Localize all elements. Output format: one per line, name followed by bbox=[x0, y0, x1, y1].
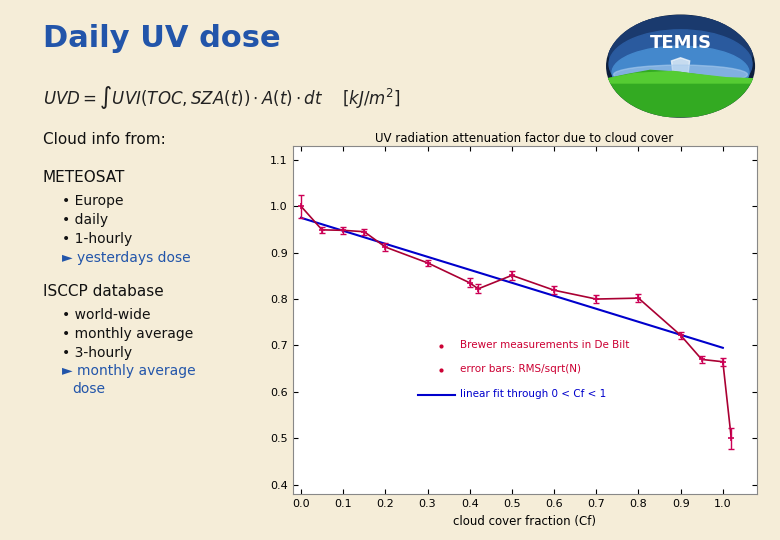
Text: Daily UV dose: Daily UV dose bbox=[43, 24, 281, 53]
X-axis label: cloud cover fraction (Cf): cloud cover fraction (Cf) bbox=[453, 515, 596, 528]
Text: TEMIS: TEMIS bbox=[650, 34, 711, 52]
Text: METEOSAT: METEOSAT bbox=[43, 170, 126, 185]
Title: UV radiation attenuation factor due to cloud cover: UV radiation attenuation factor due to c… bbox=[375, 132, 674, 145]
Text: error bars: RMS/sqrt(N): error bars: RMS/sqrt(N) bbox=[459, 364, 580, 374]
Text: • monthly average: • monthly average bbox=[62, 327, 193, 341]
Text: • daily: • daily bbox=[62, 213, 108, 227]
Ellipse shape bbox=[612, 46, 749, 99]
Polygon shape bbox=[672, 58, 690, 110]
Ellipse shape bbox=[614, 65, 747, 84]
Text: linear fit through 0 < Cf < 1: linear fit through 0 < Cf < 1 bbox=[459, 389, 606, 399]
Ellipse shape bbox=[609, 30, 752, 98]
Text: $\mathit{UVD} = \int \mathit{UVI(TOC,SZA(t))} \cdot \mathit{A(t)} \cdot \mathit{: $\mathit{UVD} = \int \mathit{UVI(TOC,SZA… bbox=[43, 84, 401, 111]
Text: ► monthly average: ► monthly average bbox=[62, 364, 196, 379]
Polygon shape bbox=[608, 71, 753, 83]
Text: • 1-hourly: • 1-hourly bbox=[62, 232, 133, 246]
Ellipse shape bbox=[609, 16, 752, 91]
Text: ISCCP database: ISCCP database bbox=[43, 284, 164, 299]
Text: • 3-hourly: • 3-hourly bbox=[62, 346, 133, 360]
Polygon shape bbox=[608, 70, 753, 117]
Text: Cloud info from:: Cloud info from: bbox=[43, 132, 165, 147]
Text: Brewer measurements in De Bilt: Brewer measurements in De Bilt bbox=[459, 340, 629, 350]
Ellipse shape bbox=[604, 14, 757, 119]
Text: • world-wide: • world-wide bbox=[62, 308, 151, 322]
Text: dose: dose bbox=[73, 382, 105, 396]
Text: ► yesterdays dose: ► yesterdays dose bbox=[62, 251, 191, 265]
Text: • Europe: • Europe bbox=[62, 194, 124, 208]
